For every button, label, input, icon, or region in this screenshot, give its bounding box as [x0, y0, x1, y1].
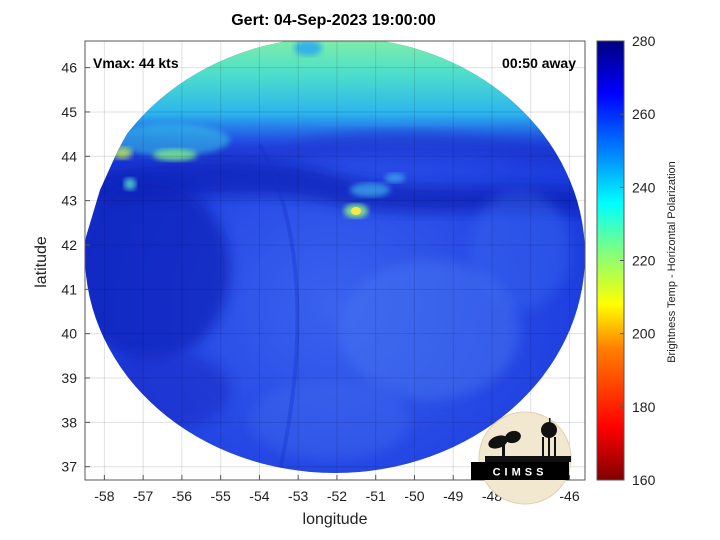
- y-tick-label: 41: [61, 281, 77, 297]
- x-tick-label: -52: [327, 488, 347, 504]
- x-tick-label: -53: [288, 488, 308, 504]
- colorbar-tick-label: 220: [632, 253, 656, 269]
- y-tick-label: 37: [61, 459, 77, 475]
- x-tick-label: -50: [404, 488, 424, 504]
- x-tick-label: -46: [559, 488, 579, 504]
- y-tick-label: 46: [61, 60, 77, 76]
- y-tick-label: 42: [61, 237, 77, 253]
- cimss-logo: CIMSS: [471, 411, 572, 505]
- y-tick-label: 40: [61, 326, 77, 342]
- x-axis-label: longitude: [302, 511, 368, 528]
- x-tick-label: -56: [172, 488, 192, 504]
- chart-title: Gert: 04-Sep-2023 19:00:00: [231, 12, 436, 29]
- y-tick-label: 43: [61, 193, 77, 209]
- vmax-annotation: Vmax: 44 kts: [93, 55, 179, 71]
- colorbar-tick-label: 200: [632, 326, 656, 342]
- colorbar-tick-label: 240: [632, 179, 656, 195]
- y-tick-label: 45: [61, 104, 77, 120]
- y-tick-label: 44: [61, 148, 77, 164]
- logo-text: CIMSS: [493, 467, 548, 479]
- x-tick-label: -54: [249, 488, 269, 504]
- x-tick-label: -57: [133, 488, 153, 504]
- y-tick-label: 38: [61, 414, 77, 430]
- colorbar-tick-label: 260: [632, 106, 656, 122]
- x-tick-label: -49: [443, 488, 463, 504]
- y-tick-label: 39: [61, 370, 77, 386]
- grid: [85, 41, 585, 480]
- colorbar-tick-label: 180: [632, 399, 656, 415]
- colorbar: 160 180 200 220 240 260 280: [596, 33, 656, 488]
- y-axis-ticks: 37 38 39 40 41 42 43 44 45 46: [61, 60, 90, 475]
- x-tick-label: -51: [366, 488, 386, 504]
- x-tick-label: -58: [94, 488, 114, 504]
- time-away-annotation: 00:50 away: [502, 55, 576, 71]
- axes-box: [84, 40, 586, 481]
- brightness-temp-swath: [85, 41, 585, 473]
- colorbar-tick-label: 280: [632, 33, 656, 49]
- colorbar-tick-label: 160: [632, 472, 656, 488]
- x-tick-label: -55: [211, 488, 231, 504]
